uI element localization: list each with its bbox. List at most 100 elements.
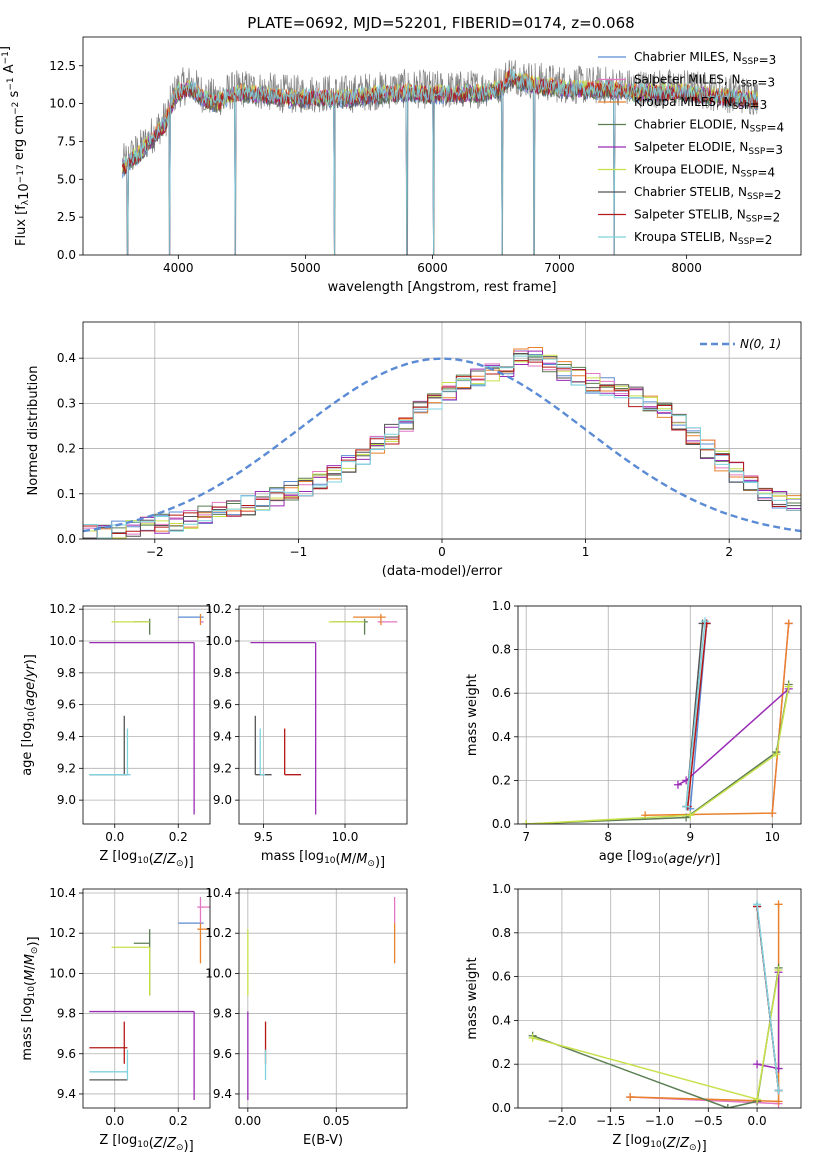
y-tick-label: 9.0 — [213, 793, 232, 807]
weight-marker — [768, 809, 777, 818]
y-tick-label: 0.8 — [492, 643, 511, 657]
x-tick-label: 8000 — [671, 261, 702, 275]
y-tick-label: 0.0 — [492, 1101, 511, 1115]
x-tick-label: 7000 — [544, 261, 575, 275]
weight-marker — [774, 900, 783, 909]
y-tick-label: 10.2 — [49, 602, 76, 616]
plot-area — [89, 897, 210, 1100]
x-tick-label: −2 — [146, 545, 164, 559]
y-tick-label: 9.6 — [213, 1047, 232, 1061]
y-tick-label: 0.4 — [492, 730, 511, 744]
y-tick-label: 9.6 — [213, 698, 232, 712]
legend-entry: Salpeter ELODIE, NSSP=3 — [634, 140, 783, 157]
y-tick-label: 0.0 — [57, 248, 76, 262]
y-tick-label: 0.8 — [492, 926, 511, 940]
x-tick-label: 0 — [438, 545, 446, 559]
x-tick-label: 10.0 — [332, 830, 359, 844]
y-tick-label: 9.0 — [57, 793, 76, 807]
y-tick-label: 10.0 — [49, 966, 76, 980]
panel-age-weight: 7 8 9 10 0.0 0.2 0.4 0.6 0.8 1.0 age [log10(age/yr… — [465, 599, 802, 867]
axes-frame — [517, 888, 802, 1109]
panel-spectrum: 4000 5000 6000 7000 8000 0.0 2.5 5.0 7.5 10.0 12.5… — [0, 36, 802, 295]
weight-marker — [784, 619, 793, 628]
weight-marker — [701, 617, 710, 626]
x-tick-label: 8 — [604, 830, 612, 844]
weight-marker — [723, 1104, 732, 1108]
plot-area — [522, 617, 793, 824]
weight-marker — [772, 750, 781, 759]
y-tick-label: 0.2 — [57, 442, 76, 456]
x-tick-label: −1.5 — [596, 1114, 625, 1128]
legend-entry: Kroupa ELODIE, NSSP=4 — [634, 163, 775, 180]
y-tick-label: 0.6 — [492, 970, 511, 984]
weight-marker — [528, 1033, 537, 1042]
x-tick-label: 1 — [582, 545, 590, 559]
y-tick-label: 12.5 — [49, 59, 76, 73]
weight-line-7 — [687, 623, 708, 807]
weight-line-8 — [756, 904, 780, 1091]
axes-frame — [238, 605, 408, 825]
x-tick-label: 0.0 — [105, 1114, 124, 1128]
weight-marker — [753, 1060, 762, 1069]
x-tick-label: 0.0 — [105, 830, 124, 844]
y-tick-label: 0.2 — [492, 1057, 511, 1071]
plot-area — [83, 347, 801, 539]
plot-area — [247, 897, 396, 1100]
weight-marker — [784, 682, 793, 691]
y-tick-label: 0.6 — [492, 686, 511, 700]
panel-residuals: −2 −1 0 1 2 0.0 0.1 0.2 0.3 0.4 (data-model)/error… — [26, 321, 802, 579]
x-tick-label: 10 — [765, 830, 780, 844]
y-tick-label: 10.4 — [49, 886, 76, 900]
plot-area — [250, 613, 398, 815]
y-tick-label: 9.8 — [213, 1007, 232, 1021]
y-tick-label: 5.0 — [57, 172, 76, 186]
weight-marker — [774, 966, 783, 975]
x-tick-label: 5000 — [290, 261, 321, 275]
y-tick-label: 9.4 — [213, 1087, 232, 1101]
plot-layer: 4000 5000 6000 7000 80000.02.55.07.510.012.5… — [0, 36, 802, 1154]
y-axis-label: age [log10(age/yr)] — [20, 654, 38, 776]
axes-frame — [82, 888, 211, 1109]
model-line-5 — [122, 70, 758, 173]
y-tick-label: 10.0 — [205, 966, 232, 980]
y-tick-label: 0.0 — [57, 532, 76, 546]
weight-marker — [774, 1097, 783, 1106]
legend-entry: Chabrier STELIB, NSSP=2 — [634, 185, 782, 202]
y-tick-label: 10.0 — [49, 634, 76, 648]
x-tick-label: 0.05 — [323, 1114, 350, 1128]
x-tick-label: 7 — [522, 830, 530, 844]
y-tick-label: 9.2 — [213, 761, 232, 775]
y-tick-label: 0.1 — [57, 487, 76, 501]
panel-z-age: 0.0 0.29.09.29.49.69.810.010.2Z [log10(Z/… — [20, 602, 211, 870]
weight-marker — [774, 1086, 783, 1095]
axes-frame — [238, 888, 408, 1109]
weight-marker — [682, 802, 691, 811]
model-line-8 — [122, 68, 758, 255]
y-tick-label: 10.0 — [49, 97, 76, 111]
x-tick-label: −0.5 — [694, 1114, 723, 1128]
x-tick-label: 9 — [686, 830, 694, 844]
weight-marker — [686, 811, 695, 820]
weight-marker — [626, 1093, 635, 1102]
x-axis-label: E(B-V) — [303, 1133, 343, 1148]
x-axis-label: age [log10(age/yr)] — [599, 849, 721, 867]
y-tick-label: 9.4 — [57, 729, 76, 743]
y-tick-label: 7.5 — [57, 134, 76, 148]
y-tick-label: 1.0 — [492, 599, 511, 613]
y-tick-label: 9.6 — [57, 1047, 76, 1061]
plot-area — [528, 900, 783, 1108]
y-tick-label: 0.4 — [57, 351, 76, 365]
x-tick-label: 0.2 — [169, 830, 188, 844]
y-tick-label: 1.0 — [492, 882, 511, 896]
y-axis-label: Normed distribution — [26, 366, 41, 496]
weight-marker — [753, 1095, 762, 1104]
y-axis-label: mass weight — [465, 957, 480, 1039]
y-tick-label: 10.4 — [205, 886, 232, 900]
legend-entry: Chabrier MILES, NSSP=3 — [634, 50, 776, 67]
y-tick-label: 9.8 — [57, 666, 76, 680]
axes-frame — [82, 321, 802, 540]
y-tick-label: 9.2 — [57, 761, 76, 775]
y-tick-label: 10.2 — [49, 926, 76, 940]
